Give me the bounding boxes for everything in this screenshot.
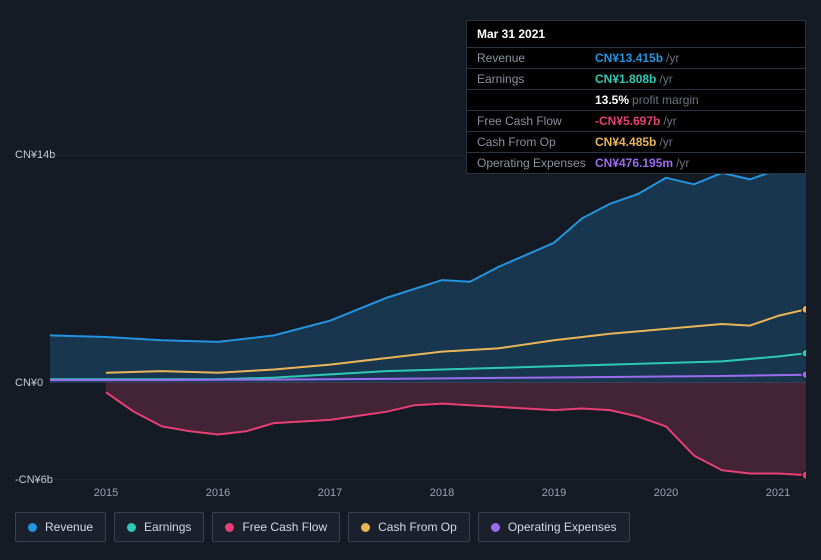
x-axis: 2015 2016 2017 2018 2019 2020 2021 [50,485,806,505]
legend-swatch [361,523,370,532]
legend-item-operating-expenses[interactable]: Operating Expenses [478,512,630,542]
tooltip-row-suffix: /yr [676,156,689,170]
x-axis-label: 2016 [206,487,230,499]
plot-area[interactable] [50,155,806,480]
legend-swatch [491,523,500,532]
legend-swatch [225,523,234,532]
y-axis-label: -CN¥6b [15,474,53,486]
tooltip-row-value: 13.5% [595,93,629,107]
tooltip-row-suffix: /yr [663,114,676,128]
tooltip-row: 13.5%profit margin [467,90,805,111]
financials-chart: CN¥14bCN¥0-CN¥6b 20152016201720182019202… [15,155,806,505]
legend-label: Earnings [144,520,191,534]
tooltip-row: Free Cash Flow-CN¥5.697b/yr [467,111,805,132]
legend-label: Cash From Op [378,520,457,534]
tooltip-row-value: CN¥13.415b [595,51,663,65]
tooltip-row-suffix: /yr [659,72,672,86]
x-axis-label: 2021 [766,487,790,499]
tooltip-row-label: Revenue [477,51,595,65]
tooltip-row-value: CN¥4.485b [595,135,656,149]
tooltip-row-value: -CN¥5.697b [595,114,660,128]
tooltip-row-suffix: /yr [659,135,672,149]
tooltip-row: Cash From OpCN¥4.485b/yr [467,132,805,153]
legend-swatch [28,523,37,532]
tooltip-row-suffix: /yr [666,51,679,65]
y-axis-label: CN¥0 [15,377,43,389]
chart-legend: Revenue Earnings Free Cash Flow Cash From O… [15,512,806,542]
legend-item-free-cash-flow[interactable]: Free Cash Flow [212,512,340,542]
tooltip-row: Operating ExpensesCN¥476.195m/yr [467,153,805,173]
tooltip-row: EarningsCN¥1.808b/yr [467,69,805,90]
tooltip-date: Mar 31 2021 [467,21,805,48]
tooltip-row-label: Free Cash Flow [477,114,595,128]
tooltip-row-value: CN¥1.808b [595,72,656,86]
x-axis-label: 2019 [542,487,566,499]
legend-label: Free Cash Flow [242,520,327,534]
tooltip-row: RevenueCN¥13.415b/yr [467,48,805,69]
tooltip-row-label: Earnings [477,72,595,86]
data-tooltip: Mar 31 2021 RevenueCN¥13.415b/yrEarnings… [466,20,806,174]
tooltip-row-label: Operating Expenses [477,156,595,170]
tooltip-row-value: CN¥476.195m [595,156,673,170]
legend-label: Revenue [45,520,93,534]
legend-item-cash-from-op[interactable]: Cash From Op [348,512,470,542]
legend-swatch [127,523,136,532]
tooltip-row-suffix: profit margin [632,93,699,107]
legend-label: Operating Expenses [508,520,617,534]
x-axis-label: 2015 [94,487,118,499]
x-axis-label: 2018 [430,487,454,499]
x-axis-label: 2017 [318,487,342,499]
legend-item-revenue[interactable]: Revenue [15,512,106,542]
tooltip-row-label: Cash From Op [477,135,595,149]
legend-item-earnings[interactable]: Earnings [114,512,204,542]
x-axis-label: 2020 [654,487,678,499]
tooltip-row-label [477,93,595,107]
